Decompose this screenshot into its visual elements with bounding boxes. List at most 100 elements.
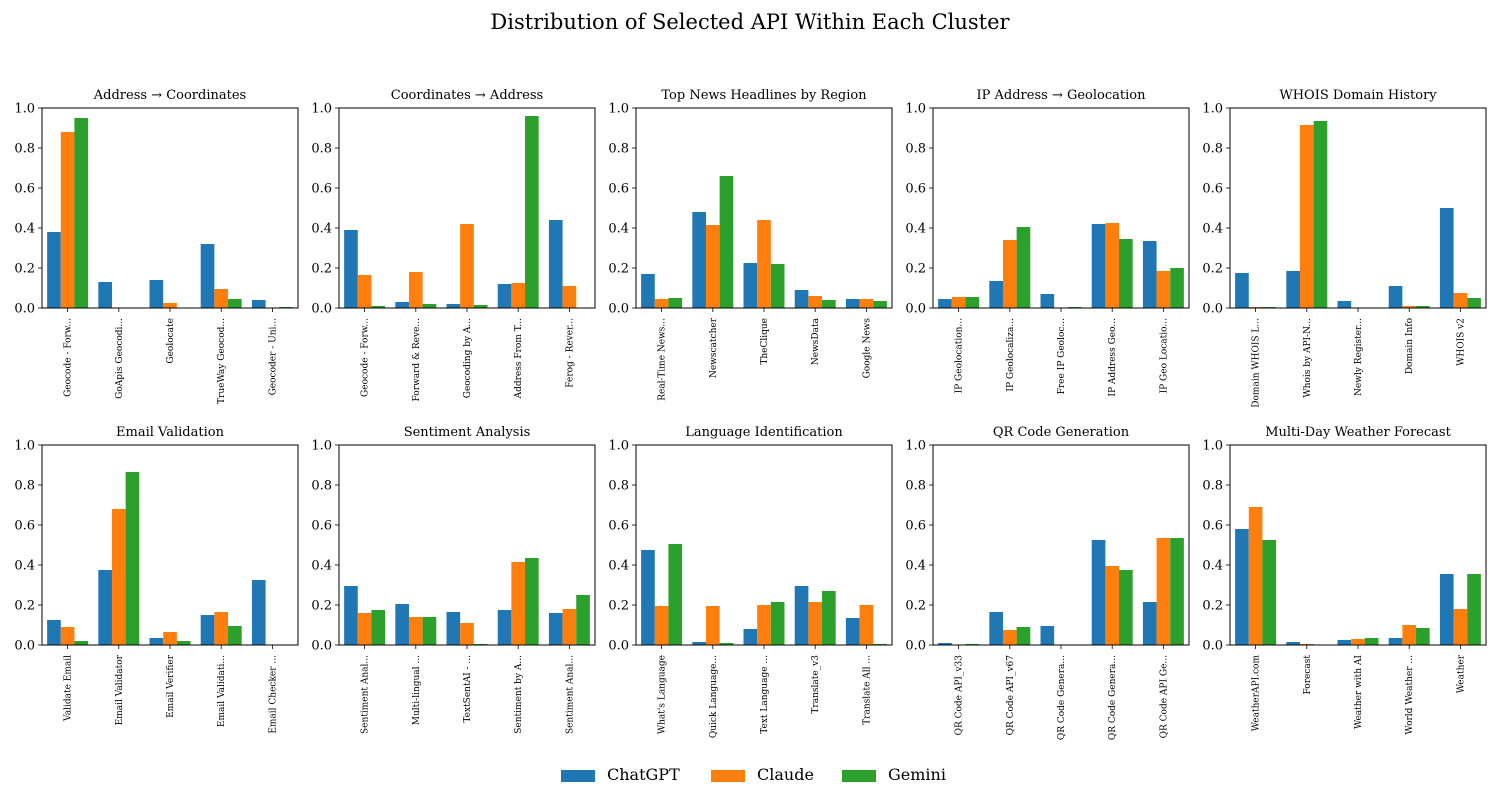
bar-chatgpt-5 xyxy=(1439,208,1454,308)
subplot-title: WHOIS Domain History xyxy=(1279,88,1437,103)
bar-gemini-2 xyxy=(1016,227,1031,308)
x-tick-label: Validate Email xyxy=(64,655,74,722)
x-tick-label: QR Code Genera... xyxy=(1057,655,1067,740)
x-tick-label: Multi-lingual ... xyxy=(412,655,422,725)
y-tick-label: 0.6 xyxy=(1202,519,1223,534)
bar-gemini-3 xyxy=(473,305,488,308)
y-tick-label: 1.0 xyxy=(311,439,332,454)
y-tick-label: 0.2 xyxy=(14,599,35,614)
bar-claude-5 xyxy=(1156,271,1171,308)
bar-chatgpt-2 xyxy=(98,282,112,308)
bar-gemini-5 xyxy=(576,595,590,645)
subplot-8: Language Identification 0.0 0.2 0.4 0.6 0.8 1.… xyxy=(608,425,893,738)
x-tick-label: IP Address Geo... xyxy=(1108,318,1118,397)
bar-chatgpt-2 xyxy=(989,281,1003,308)
y-tick-label: 0.8 xyxy=(14,479,35,494)
bar-gemini-5 xyxy=(1467,298,1481,308)
bar-claude-4 xyxy=(214,289,229,308)
x-tick-label: IP Geolocation... xyxy=(955,318,965,394)
x-tick-label: Geocoding by A... xyxy=(463,318,473,398)
bar-claude-2 xyxy=(408,272,423,308)
bar-gemini-3 xyxy=(770,264,785,308)
subplot-10: Multi-Day Weather Forecast 0.0 0.2 0.4 0.6 0.… xyxy=(1202,425,1487,735)
y-tick-label: 0.4 xyxy=(14,222,35,237)
bar-chatgpt-5 xyxy=(845,618,860,645)
bar-claude-4 xyxy=(214,612,229,645)
y-tick-label: 0.4 xyxy=(608,559,629,574)
bar-chatgpt-4 xyxy=(1388,638,1403,645)
bar-chatgpt-5 xyxy=(1142,602,1157,645)
legend-label: Gemini xyxy=(888,765,946,784)
bar-chatgpt-3 xyxy=(149,280,164,308)
y-tick-label: 0.6 xyxy=(14,182,35,197)
x-tick-label: Domain Info xyxy=(1405,318,1415,374)
legend-label: Claude xyxy=(757,765,814,784)
y-tick-label: 0.4 xyxy=(1202,559,1223,574)
bar-chatgpt-1 xyxy=(344,230,358,308)
subplot-1: Address → Coordinates 0.0 0.2 0.4 0.6 0.8 1.0 G… xyxy=(14,88,299,404)
x-tick-label: Weather with AI xyxy=(1354,655,1364,729)
subplot-title: Email Validation xyxy=(116,425,225,440)
y-tick-label: 0.0 xyxy=(905,302,926,317)
x-tick-label: Geolocate xyxy=(166,318,176,364)
axes-frame xyxy=(932,107,1190,309)
bar-gemini-2 xyxy=(1016,627,1031,645)
y-tick-label: 0.8 xyxy=(905,142,926,157)
bar-gemini-4 xyxy=(822,591,836,645)
bar-gemini-1 xyxy=(74,118,89,308)
bar-chatgpt-3 xyxy=(1040,294,1055,308)
bar-claude-1 xyxy=(654,299,669,308)
axes-frame xyxy=(338,444,596,646)
subplot-6: Email Validation 0.0 0.2 0.4 0.6 0.8 1.0 Valida… xyxy=(14,425,299,734)
x-tick-label: Forward & Reve... xyxy=(412,318,422,402)
bar-chatgpt-5 xyxy=(251,300,266,308)
bar-chatgpt-2 xyxy=(395,604,409,645)
bar-gemini-2 xyxy=(719,176,734,308)
x-tick-label: WHOIS v2 xyxy=(1456,318,1466,366)
x-tick-label: Newscatcher xyxy=(709,317,719,378)
bar-gemini-2 xyxy=(719,643,734,645)
x-tick-label: Email Checker ... xyxy=(268,655,278,734)
x-tick-label: Sentiment Anal... xyxy=(565,655,575,734)
y-tick-label: 0.2 xyxy=(608,262,629,277)
subplot-title: Coordinates → Address xyxy=(391,88,543,103)
bar-gemini-4 xyxy=(525,116,539,308)
bar-claude-4 xyxy=(808,296,823,308)
x-tick-label: QR Code Genera... xyxy=(1108,655,1118,740)
x-tick-label: World Weather ... xyxy=(1405,655,1415,735)
bar-chatgpt-5 xyxy=(548,613,563,645)
y-tick-label: 0.6 xyxy=(608,519,629,534)
bar-claude-1 xyxy=(357,275,372,308)
subplot-5: WHOIS Domain History 0.0 0.2 0.4 0.6 0.8 1.0 Do… xyxy=(1202,88,1487,408)
y-tick-label: 1.0 xyxy=(14,439,35,454)
bar-gemini-5 xyxy=(1170,268,1184,308)
axes-frame xyxy=(41,107,299,309)
bar-claude-2 xyxy=(1002,630,1017,645)
y-tick-label: 0.4 xyxy=(311,559,332,574)
y-tick-label: 0.8 xyxy=(311,479,332,494)
bar-chatgpt-4 xyxy=(794,290,809,308)
x-tick-label: NewsData xyxy=(811,317,821,365)
x-tick-label: TrueWay Geocod... xyxy=(217,318,227,404)
bar-claude-1 xyxy=(60,627,75,645)
subplot-2: Coordinates → Address 0.0 0.2 0.4 0.6 0.8 1.0 G… xyxy=(311,88,596,402)
bar-gemini-5 xyxy=(1170,538,1184,645)
bar-claude-4 xyxy=(808,602,823,645)
y-tick-label: 0.2 xyxy=(608,599,629,614)
bar-chatgpt-1 xyxy=(47,232,61,308)
y-tick-label: 0.0 xyxy=(14,302,35,317)
bar-claude-2 xyxy=(1002,240,1017,308)
legend: ChatGPT Claude Gemini xyxy=(0,765,1500,789)
y-tick-label: 0.6 xyxy=(905,182,926,197)
bar-chatgpt-4 xyxy=(1091,224,1106,308)
bar-chatgpt-2 xyxy=(98,570,112,645)
x-tick-label: TheClique xyxy=(760,318,770,365)
bar-claude-5 xyxy=(562,286,577,308)
bar-chatgpt-2 xyxy=(1286,642,1300,645)
bar-claude-3 xyxy=(757,605,771,645)
y-tick-label: 0.6 xyxy=(1202,182,1223,197)
x-tick-label: Newly Register... xyxy=(1354,318,1364,396)
bar-chatgpt-5 xyxy=(1142,241,1157,308)
y-tick-label: 0.0 xyxy=(1202,639,1223,654)
bar-gemini-4 xyxy=(525,558,539,645)
